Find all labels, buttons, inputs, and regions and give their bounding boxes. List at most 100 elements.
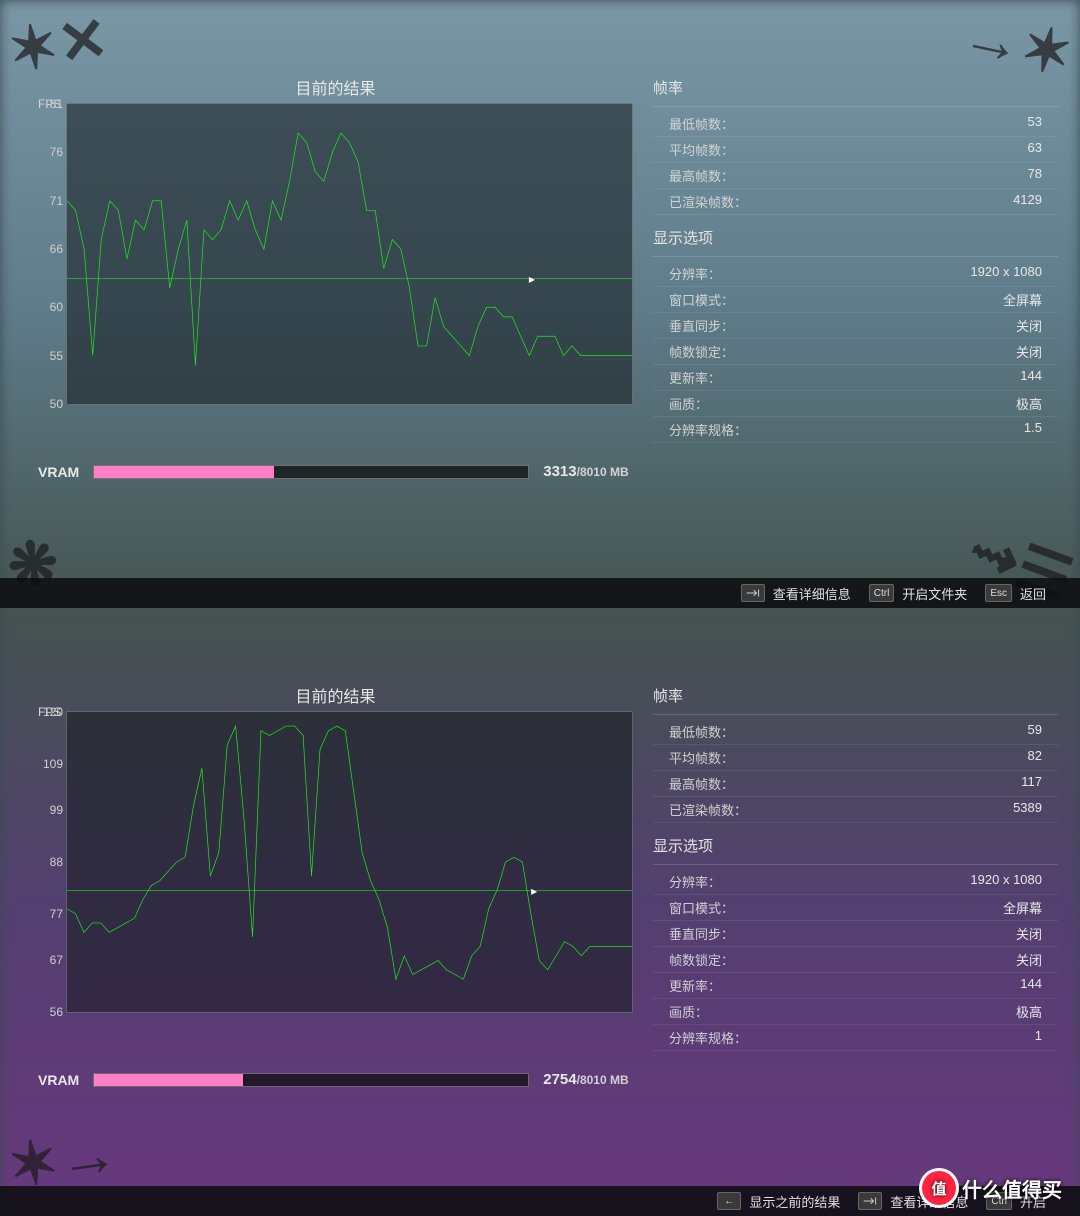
hotkey-item[interactable]: Ctrl 开启文件夹	[869, 584, 968, 603]
chart-title: 目前的结果	[38, 683, 633, 707]
chart-title: 目前的结果	[38, 75, 633, 99]
y-tick: 99	[39, 803, 63, 817]
hotkey-item[interactable]: ← 显示之前的结果	[717, 1192, 840, 1211]
stat-row: 窗口模式： 全屏幕	[653, 287, 1058, 313]
keycap: Ctrl	[869, 584, 895, 602]
stat-label: 垂直同步：	[669, 316, 734, 335]
stat-label: 最低帧数：	[669, 114, 734, 133]
stat-row: 窗口模式： 全屏幕	[653, 895, 1058, 921]
section-heading-display: 显示选项	[653, 833, 1058, 865]
stat-value: 1920 x 1080	[970, 264, 1052, 283]
vram-fill	[94, 1074, 243, 1086]
y-tick: 50	[39, 397, 63, 411]
vram-bar	[93, 1073, 529, 1087]
stat-value: 全屏幕	[1003, 290, 1052, 309]
stat-value: 117	[1021, 774, 1052, 793]
y-tick: 60	[39, 300, 63, 314]
watermark: 值 什么值得买	[922, 1171, 1062, 1205]
fps-chart: 5667778899109120▸	[66, 711, 633, 1013]
keycap	[741, 584, 765, 602]
stat-value: 关闭	[1016, 924, 1052, 943]
stat-label: 窗口模式：	[669, 898, 734, 917]
stat-label: 分辨率：	[669, 872, 721, 891]
stat-label: 帧数锁定：	[669, 342, 734, 361]
stat-row: 垂直同步： 关闭	[653, 313, 1058, 339]
y-tick: 81	[39, 97, 63, 111]
cursor-icon: ▸	[529, 272, 541, 284]
stat-label: 画质：	[669, 1002, 708, 1021]
keycap: Esc	[985, 584, 1012, 602]
stat-row: 分辨率规格： 1.5	[653, 417, 1058, 443]
stat-value: 53	[1028, 114, 1052, 133]
stat-value: 全屏幕	[1003, 898, 1052, 917]
y-tick: 88	[39, 855, 63, 869]
y-tick: 56	[39, 1005, 63, 1019]
y-tick: 55	[39, 349, 63, 363]
y-tick: 120	[39, 705, 63, 719]
vram-row: VRAM2754/8010 MB	[38, 1071, 633, 1088]
fps-chart: 50556066717681▸	[66, 103, 633, 405]
stat-row: 最高帧数：78	[653, 163, 1058, 189]
vram-bar	[93, 465, 529, 479]
stat-value: 1	[1035, 1028, 1052, 1047]
stat-value: 59	[1028, 722, 1052, 741]
stat-label: 更新率：	[669, 368, 721, 387]
hotkey-item[interactable]: 查看详细信息	[741, 584, 851, 603]
stat-label: 平均帧数：	[669, 140, 734, 159]
stat-value: 4129	[1013, 192, 1052, 211]
stat-label: 已渲染帧数：	[669, 800, 747, 819]
stat-row: 平均帧数： 82	[653, 745, 1058, 771]
stat-value: 极高	[1016, 1002, 1052, 1021]
stat-row: 分辨率规格： 1	[653, 1025, 1058, 1051]
stat-value: 5389	[1013, 800, 1052, 819]
stat-label: 平均帧数：	[669, 748, 734, 767]
stat-value: 关闭	[1016, 316, 1052, 335]
stat-label: 分辨率：	[669, 264, 721, 283]
section-heading-framerate: 帧率	[653, 75, 1058, 107]
stat-row: 垂直同步： 关闭	[653, 921, 1058, 947]
stat-value: 144	[1020, 368, 1052, 387]
section-heading-framerate: 帧率	[653, 683, 1058, 715]
stat-row: 最低帧数：59	[653, 719, 1058, 745]
stat-row: 分辨率： 1920 x 1080	[653, 261, 1058, 287]
watermark-badge: 值	[922, 1171, 956, 1205]
hotkey-label: 开启文件夹	[902, 584, 967, 603]
stat-row: 最高帧数：117	[653, 771, 1058, 797]
stat-label: 分辨率规格：	[669, 1028, 747, 1047]
hotkey-label: 查看详细信息	[773, 584, 851, 603]
y-tick: 76	[39, 145, 63, 159]
hotkey-label: 显示之前的结果	[749, 1192, 840, 1211]
stat-value: 63	[1028, 140, 1052, 159]
hotkey-label: 返回	[1020, 584, 1046, 603]
benchmark-panel: 目前的结果FPS5667778899109120▸VRAM2754/8010 M…	[0, 608, 1080, 1216]
watermark-text: 什么值得买	[962, 1174, 1062, 1203]
y-tick: 71	[39, 194, 63, 208]
bottom-bar: ←显示之前的结果查看详细信息Ctrl开启	[0, 1186, 1080, 1216]
stat-label: 画质：	[669, 394, 708, 413]
stat-row: 帧数锁定：关闭	[653, 339, 1058, 365]
stat-value: 144	[1020, 976, 1052, 995]
stat-row: 已渲染帧数： 4129	[653, 189, 1058, 215]
stat-label: 窗口模式：	[669, 290, 734, 309]
stat-label: 已渲染帧数：	[669, 192, 747, 211]
vram-label: VRAM	[38, 1072, 79, 1088]
stat-row: 画质： 极高	[653, 999, 1058, 1025]
section-heading-display: 显示选项	[653, 225, 1058, 257]
stat-value: 82	[1028, 748, 1052, 767]
stat-row: 平均帧数： 63	[653, 137, 1058, 163]
stat-value: 1.5	[1024, 420, 1052, 439]
stat-value: 1920 x 1080	[970, 872, 1052, 891]
benchmark-panel: 目前的结果FPS50556066717681▸VRAM3313/8010 MB帧…	[0, 0, 1080, 608]
stat-value: 极高	[1016, 394, 1052, 413]
vram-label: VRAM	[38, 464, 79, 480]
stat-label: 垂直同步：	[669, 924, 734, 943]
stat-row: 分辨率： 1920 x 1080	[653, 869, 1058, 895]
stat-label: 分辨率规格：	[669, 420, 747, 439]
cursor-icon: ▸	[531, 884, 543, 896]
y-tick: 77	[39, 907, 63, 921]
bottom-bar: 查看详细信息 Ctrl 开启文件夹 Esc 返回	[0, 578, 1080, 608]
keycap: ←	[717, 1192, 741, 1210]
vram-fill	[94, 466, 274, 478]
hotkey-item[interactable]: Esc 返回	[985, 584, 1046, 603]
stat-value: 关闭	[1016, 950, 1052, 969]
